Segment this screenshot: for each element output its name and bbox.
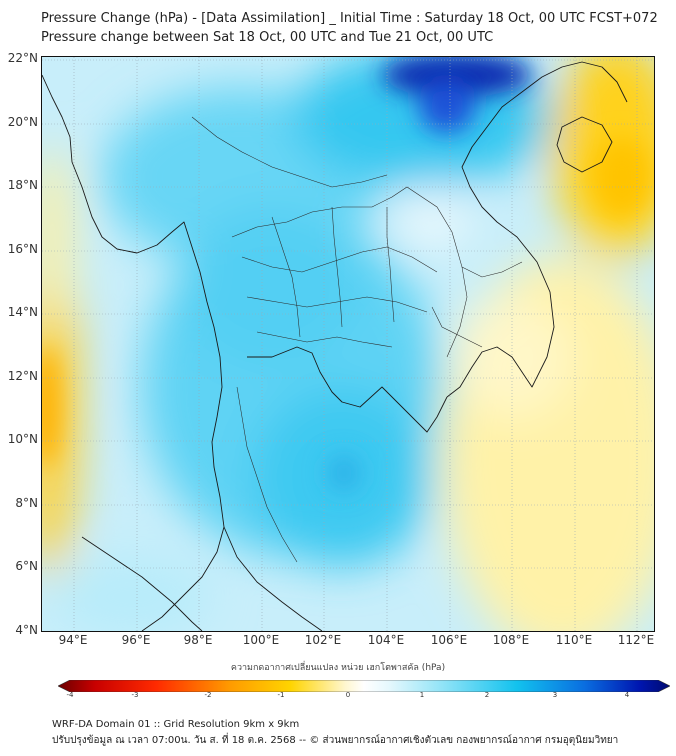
border-provinces-4	[271, 216, 301, 338]
lat-label-8n: 8°N	[15, 496, 38, 510]
lon-label-96e: 96°E	[121, 633, 151, 647]
map-canvas	[42, 57, 654, 631]
colorbar-tick-4: 4	[624, 691, 630, 699]
colorbar-tick-2: 2	[484, 691, 490, 699]
border-thailand-laos	[231, 186, 468, 358]
colorbar-tick-0: 0	[345, 691, 351, 699]
coast-west	[42, 74, 225, 631]
field-min-east	[592, 137, 652, 217]
lat-label-22n: 22°N	[7, 51, 38, 65]
coast-sumatra	[81, 536, 203, 631]
footer-update-info: ปรับปรุงข้อมูล ณ เวลา 07:00น. วัน ส. ที่…	[52, 735, 619, 746]
field-fall-west-north	[42, 147, 72, 327]
border-peninsula	[236, 386, 298, 563]
lon-label-106e: 106°E	[430, 633, 468, 647]
field-rise-thailand	[182, 207, 362, 367]
province-borders	[191, 116, 523, 563]
pressure-field	[42, 57, 654, 631]
coast-hainan	[556, 116, 613, 173]
lon-label-110e: 110°E	[555, 633, 593, 647]
graticule	[42, 57, 654, 631]
colorbar-tick-neg3: -3	[131, 691, 139, 699]
border-cambodia-vietnam	[431, 306, 483, 348]
colorbar-gradient	[58, 680, 670, 692]
lon-label-104e: 104°E	[367, 633, 405, 647]
lat-label-18n: 18°N	[7, 178, 38, 192]
colorbar-tick-1: 1	[419, 691, 425, 699]
border-myanmar-laos	[191, 116, 388, 188]
lon-label-112e: 112°E	[617, 633, 655, 647]
lat-label-14n: 14°N	[7, 305, 38, 319]
map-subtitle: Pressure change between Sat 18 Oct, 00 U…	[41, 30, 494, 45]
coast-malay-east	[223, 526, 323, 631]
colorbar-tick-3: 3	[552, 691, 558, 699]
lon-label-102e: 102°E	[304, 633, 342, 647]
lat-label-20n: 20°N	[7, 115, 38, 129]
border-provinces-6	[386, 207, 395, 323]
border-provinces-2	[246, 296, 428, 313]
border-provinces-5	[331, 206, 343, 328]
field-rise-southwest	[52, 557, 212, 631]
lon-label-98e: 98°E	[183, 633, 213, 647]
coast-vietnam	[446, 61, 628, 398]
lon-label-100e: 100°E	[242, 633, 280, 647]
lon-label-94e: 94°E	[58, 633, 88, 647]
border-provinces-3	[256, 331, 393, 348]
pressure-change-map	[41, 56, 655, 632]
lon-label-108e: 108°E	[492, 633, 530, 647]
lat-label-10n: 10°N	[7, 432, 38, 446]
lat-label-6n: 6°N	[15, 559, 38, 573]
map-title: Pressure Change (hPa) - [Data Assimilati…	[41, 11, 658, 26]
field-min-west	[42, 347, 60, 467]
lat-label-16n: 16°N	[7, 242, 38, 256]
field-max-gulf	[328, 455, 360, 491]
border-laos-vietnam	[461, 261, 523, 278]
colorbar-label: ความกดอากาศเปลี่ยนแปลง หน่วย เฮกโตพาสคัล…	[230, 663, 446, 673]
field-neutral-laos	[392, 187, 472, 247]
colorbar-tick-neg1: -1	[277, 691, 285, 699]
field-max-tonkin	[419, 81, 475, 133]
colorbar	[58, 680, 670, 692]
coastlines	[42, 61, 628, 631]
border-provinces-1	[241, 246, 438, 273]
field-max-north	[382, 57, 532, 97]
colorbar-tick-neg4: -4	[66, 691, 74, 699]
footer-model-info: WRF-DA Domain 01 :: Grid Resolution 9km …	[52, 719, 300, 730]
coast-gulf-north	[247, 346, 448, 433]
colorbar-tick-neg2: -2	[204, 691, 212, 699]
lat-label-12n: 12°N	[7, 369, 38, 383]
lat-label-4n: 4°N	[15, 623, 38, 637]
